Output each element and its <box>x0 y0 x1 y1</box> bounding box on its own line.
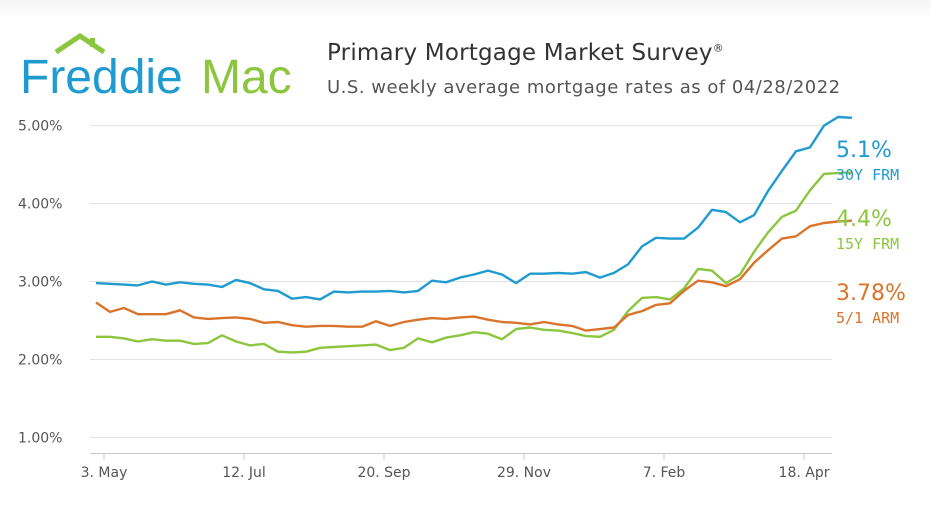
y-tick-label: 4.00% <box>18 197 62 213</box>
chart-title: Primary Mortgage Market Survey® <box>327 40 724 66</box>
chart-subtitle: U.S. weekly average mortgage rates as of… <box>327 77 841 98</box>
x-tick-label: 18. Apr <box>779 465 830 481</box>
series-name-label: 5/1 ARM <box>836 309 900 327</box>
y-tick-label: 3.00% <box>18 275 62 291</box>
series-layer <box>95 115 853 354</box>
y-tick-label: 2.00% <box>18 352 62 368</box>
series-line-30y-frm <box>95 115 853 301</box>
x-tick-label: 7. Feb <box>643 465 686 481</box>
y-tick-label: 1.00% <box>18 430 62 446</box>
series-name-label: 15Y FRM <box>836 235 900 253</box>
series-end-value: 3.78% <box>836 281 906 306</box>
series-line-5-1-arm <box>95 219 853 332</box>
x-tick-label: 29. Nov <box>497 465 551 481</box>
logo-roof-icon <box>54 32 106 55</box>
axis-layer: 1.00% 2.00% 3.00% 4.00% 5.00% 3. May 12. Jul 20… <box>18 119 832 481</box>
series-name-label: 30Y FRM <box>836 166 900 184</box>
freddie-mac-logo: Freddie Mac <box>20 32 292 104</box>
grid-layer <box>90 125 832 438</box>
registered-mark: ® <box>712 41 724 55</box>
logo-word-mac: Mac <box>201 51 292 104</box>
logo-chimney-icon <box>90 38 95 47</box>
x-tick-label: 3. May <box>81 465 128 481</box>
y-tick-label: 5.00% <box>18 119 62 135</box>
series-end-value: 5.1% <box>836 138 892 163</box>
x-tick-label: 12. Jul <box>222 465 266 481</box>
chart-title-text: Primary Mortgage Market Survey <box>327 40 713 66</box>
series-line-15y-frm <box>96 171 853 354</box>
logo-word-freddie: Freddie <box>20 51 183 104</box>
x-tick-label: 20. Sep <box>357 465 410 481</box>
series-end-value: 4.4% <box>836 207 892 232</box>
